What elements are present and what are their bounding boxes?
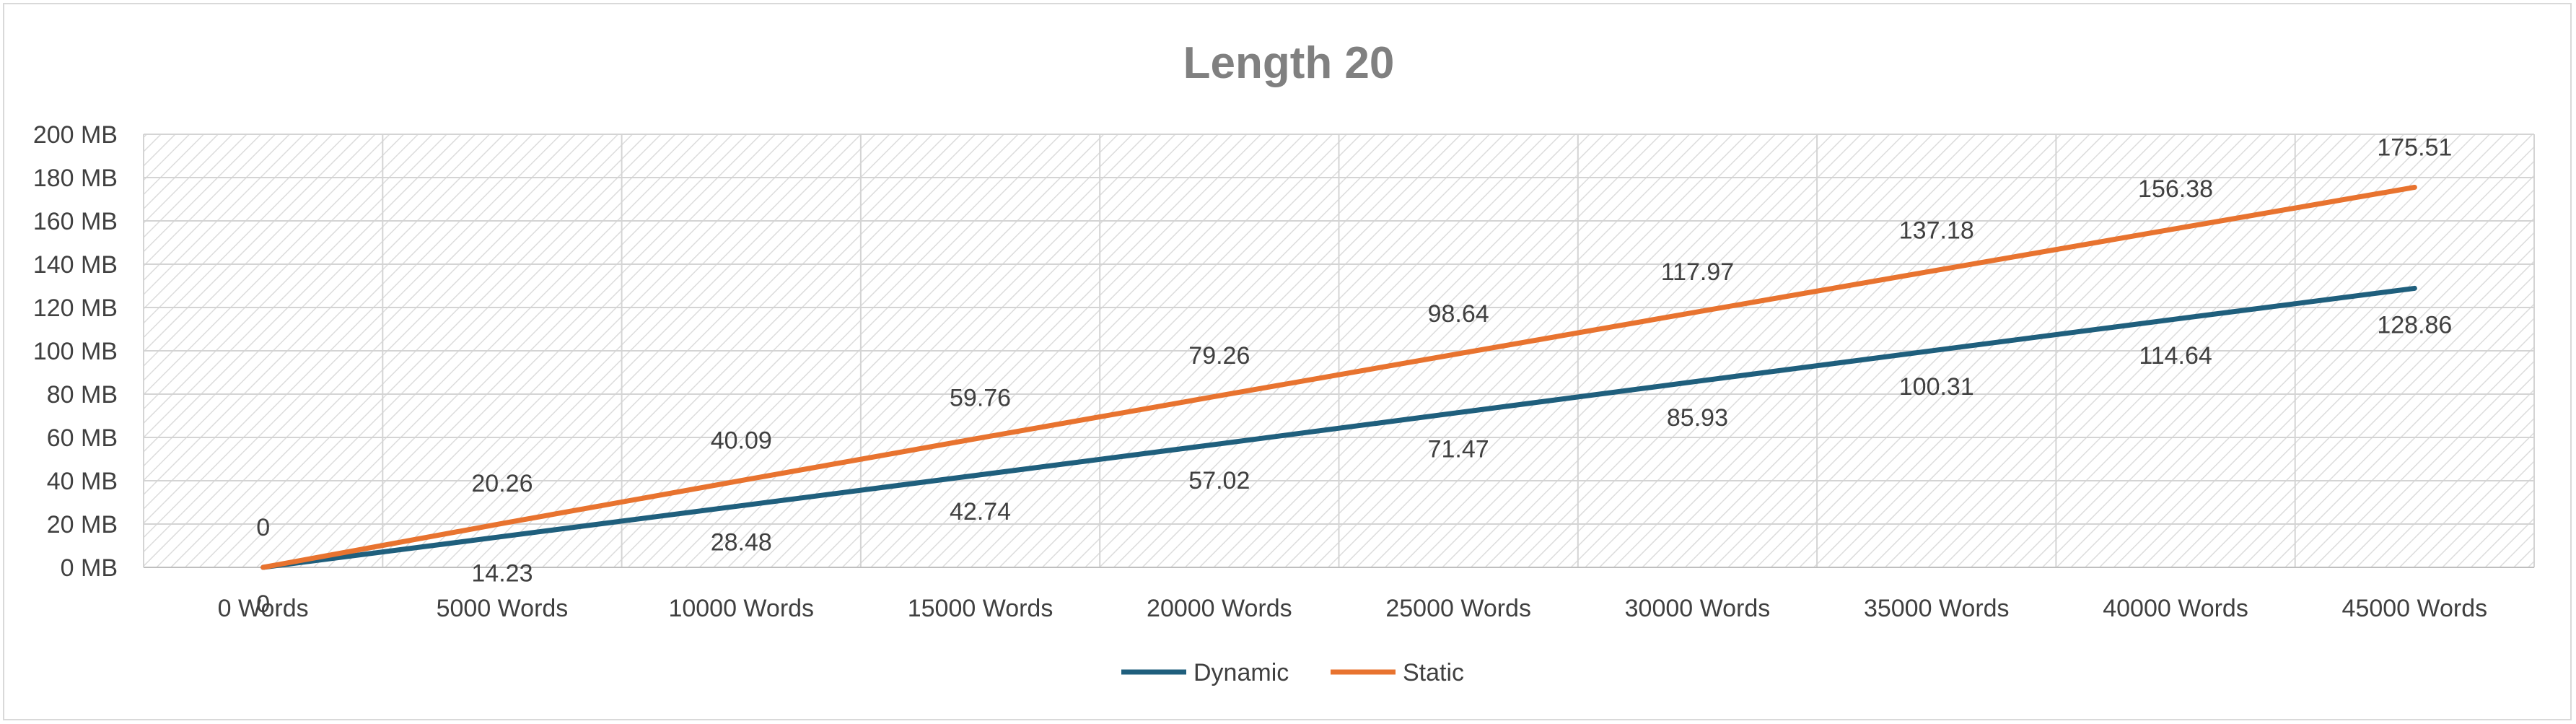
x-tick-label: 25000 Words bbox=[1385, 595, 1531, 622]
data-label-static: 0 bbox=[256, 514, 270, 541]
data-label-static: 59.76 bbox=[950, 385, 1011, 412]
y-tick-label: 160 MB bbox=[33, 208, 118, 235]
series-lines bbox=[260, 184, 2417, 570]
data-label-static: 175.51 bbox=[2377, 134, 2452, 161]
y-tick-label: 140 MB bbox=[33, 251, 118, 279]
data-label-dynamic: 114.64 bbox=[2139, 342, 2212, 370]
y-tick-label: 20 MB bbox=[47, 511, 118, 538]
legend: Dynamic Static bbox=[1121, 659, 1464, 686]
x-tick-label: 10000 Words bbox=[668, 595, 814, 622]
data-label-dynamic: 0 bbox=[256, 590, 270, 618]
data-label-static: 79.26 bbox=[1188, 342, 1250, 370]
y-tick-label: 120 MB bbox=[33, 295, 118, 322]
x-tick-label: 15000 Words bbox=[908, 595, 1053, 622]
line-chart: Length 20 0 MB 20 MB 40 MB 60 MB 80 MB 100 MB… bbox=[33, 38, 2535, 686]
x-tick-label: 30000 Words bbox=[1625, 595, 1771, 622]
data-label-dynamic: 128.86 bbox=[2377, 311, 2452, 339]
x-tick-label: 45000 Words bbox=[2342, 595, 2488, 622]
chart-frame: Length 20 0 MB 20 MB 40 MB 60 MB 80 MB 100 MB… bbox=[3, 3, 2572, 720]
data-label-static: 117.97 bbox=[1661, 258, 1734, 286]
y-tick-label: 200 MB bbox=[33, 121, 118, 149]
data-label-dynamic: 71.47 bbox=[1428, 436, 1489, 463]
data-label-static: 20.26 bbox=[471, 470, 533, 497]
series-line-dynamic bbox=[260, 285, 2417, 570]
chart-title: Length 20 bbox=[1183, 38, 1395, 88]
y-tick-label: 40 MB bbox=[47, 468, 118, 495]
y-tick-label: 0 MB bbox=[61, 554, 118, 582]
y-tick-label: 100 MB bbox=[33, 338, 118, 365]
data-label-dynamic: 28.48 bbox=[711, 529, 772, 557]
data-labels: 0 14.23 28.48 42.74 57.02 71.47 85.93 100.31 114… bbox=[256, 134, 2452, 618]
gridlines bbox=[143, 134, 2535, 568]
x-tick-label: 5000 Words bbox=[437, 595, 569, 622]
y-tick-label: 180 MB bbox=[33, 165, 118, 192]
data-label-dynamic: 42.74 bbox=[950, 498, 1011, 525]
data-label-dynamic: 100.31 bbox=[1899, 373, 1974, 401]
y-tick-label: 80 MB bbox=[47, 381, 118, 409]
data-label-dynamic: 57.02 bbox=[1188, 467, 1250, 494]
data-label-static: 156.38 bbox=[2138, 175, 2213, 203]
x-tick-label: 0 Words bbox=[218, 595, 309, 622]
series-line-static bbox=[260, 184, 2417, 570]
data-label-static: 40.09 bbox=[711, 427, 772, 455]
x-tick-label: 35000 Words bbox=[1864, 595, 2010, 622]
data-label-dynamic: 14.23 bbox=[471, 559, 533, 587]
data-label-static: 98.64 bbox=[1428, 300, 1489, 328]
x-tick-label: 40000 Words bbox=[2103, 595, 2248, 622]
axes: 0 MB 20 MB 40 MB 60 MB 80 MB 100 MB 120 MB 140 … bbox=[33, 121, 2534, 622]
legend-label: Dynamic bbox=[1193, 659, 1289, 686]
data-label-static: 137.18 bbox=[1899, 217, 1974, 244]
legend-label: Static bbox=[1403, 659, 1464, 686]
x-tick-label: 20000 Words bbox=[1147, 595, 1292, 622]
y-tick-label: 60 MB bbox=[47, 424, 118, 452]
data-label-dynamic: 85.93 bbox=[1667, 404, 1728, 432]
